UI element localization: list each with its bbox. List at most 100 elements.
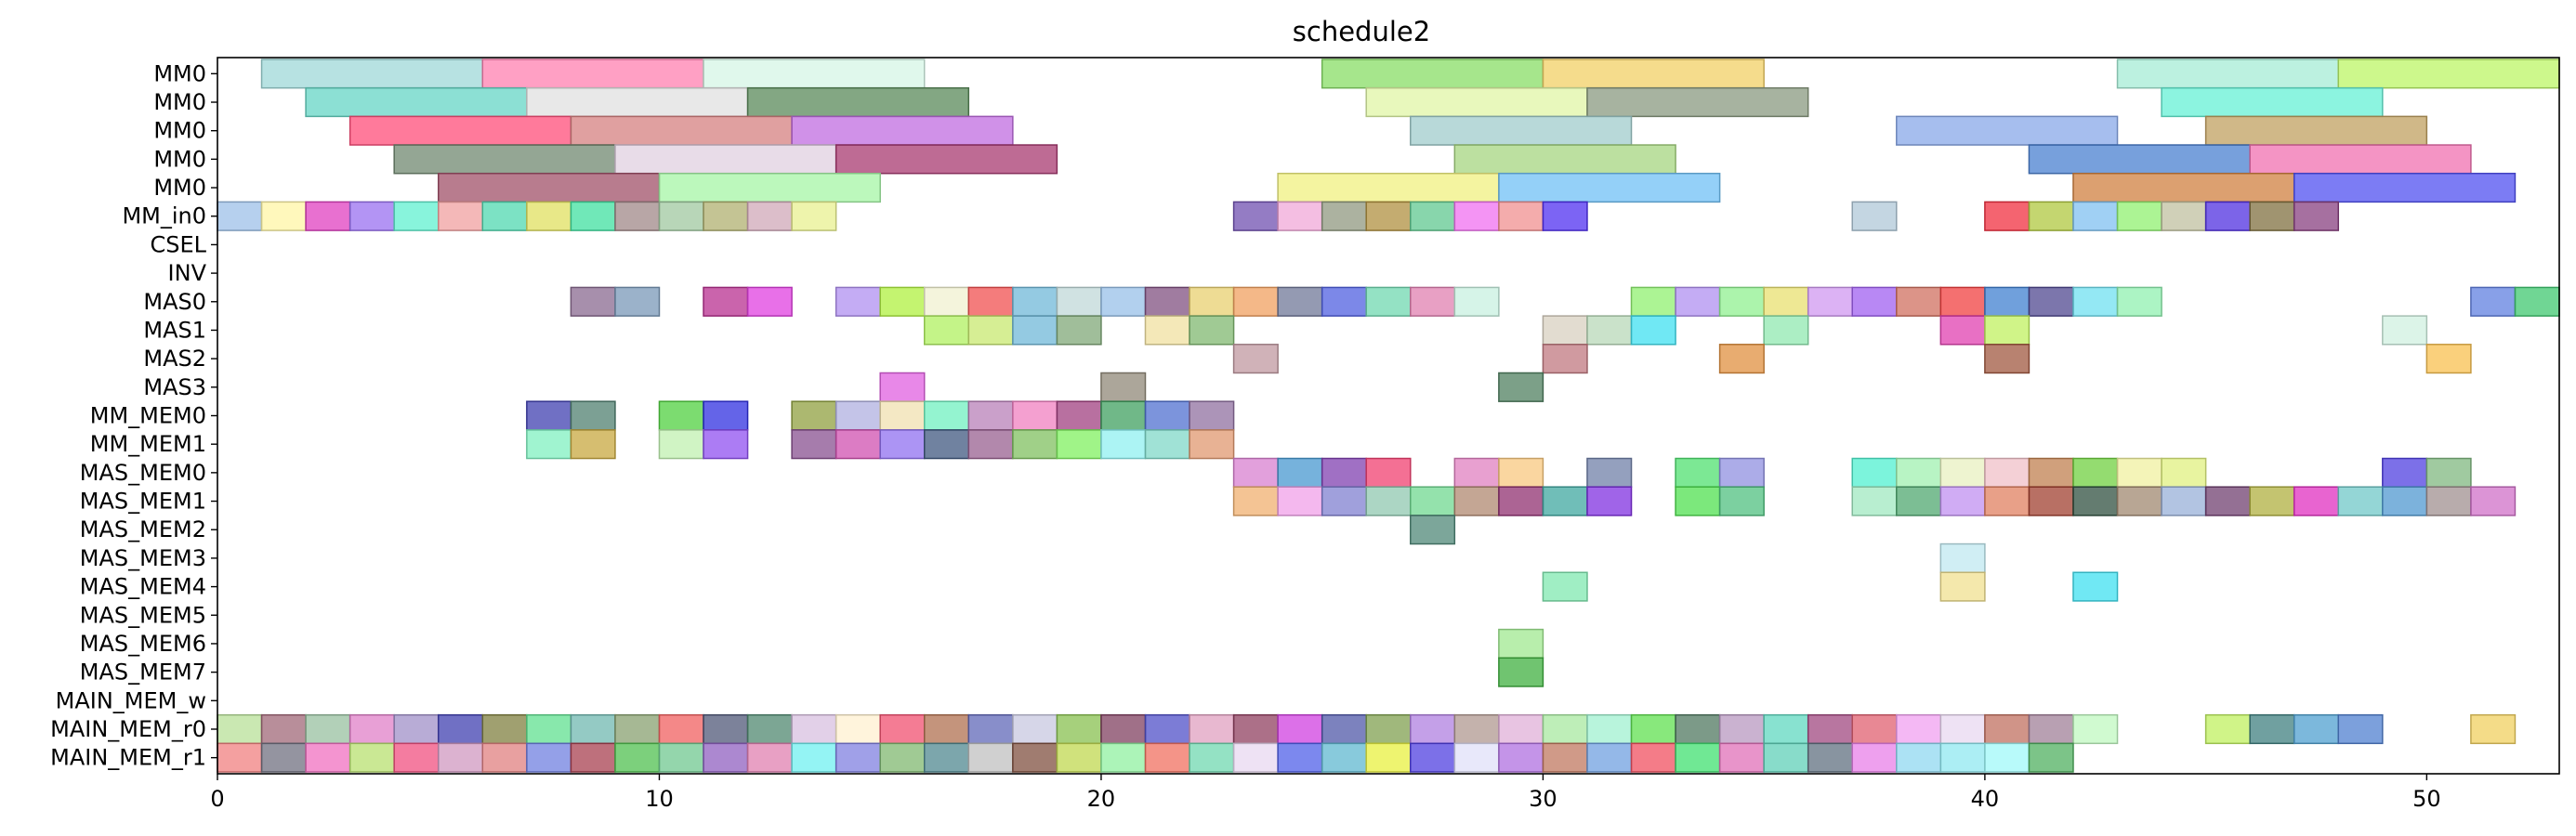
bar-row-8-68 <box>924 286 970 317</box>
bar-row-23-212 <box>924 713 970 745</box>
bar-row-8-72 <box>1100 286 1147 317</box>
bar-row-2-13 <box>348 115 572 146</box>
bar-row-15-182 <box>2204 486 2251 516</box>
bar-row-5-57 <box>2116 201 2162 231</box>
bar-row-5-56 <box>2072 201 2119 231</box>
bar-row-23-222 <box>1365 713 1412 745</box>
bar-row-5-60 <box>2249 201 2295 231</box>
bar-row-14-152 <box>1718 457 1765 488</box>
bar-row-5-47 <box>1321 201 1367 231</box>
bar-row-5-39 <box>570 201 616 231</box>
bar-row-5-43 <box>746 201 793 231</box>
bar-row-23-220 <box>1277 713 1323 745</box>
bar-row-23-203 <box>526 713 572 745</box>
bar-row-23-224 <box>1453 713 1500 745</box>
bar-row-3-22 <box>1453 144 1676 175</box>
bar-row-24-245 <box>260 742 307 773</box>
bar-row-23-230 <box>1718 713 1765 745</box>
bar-row-24-254 <box>658 742 704 773</box>
bar-row-23-234 <box>1896 713 1942 745</box>
bar-row-24-284 <box>1984 742 2031 773</box>
bar-row-23-240 <box>2249 713 2295 745</box>
bar-row-0-5 <box>2116 59 2340 89</box>
bar-row-1-8 <box>526 86 749 118</box>
y-tick-label: MAS_MEM6 <box>80 631 206 657</box>
bar-row-23-215 <box>1056 713 1102 745</box>
bar-row-9-104 <box>1763 315 1809 346</box>
bar-row-15-171 <box>1586 486 1633 516</box>
bar-row-15-167 <box>1410 486 1456 516</box>
x-axis: 0 10 20 30 40 50 <box>210 774 2441 812</box>
bar-row-3-24 <box>2249 144 2472 175</box>
bar-row-12-127 <box>1100 400 1147 431</box>
bar-row-9-99 <box>1144 315 1190 346</box>
bar-row-23-214 <box>1012 713 1058 745</box>
bar-row-10-111 <box>1984 344 2031 374</box>
bar-row-23-242 <box>2337 713 2384 745</box>
bar-row-23-241 <box>2293 713 2340 745</box>
bar-row-13-140 <box>1056 429 1102 460</box>
bar-row-24-263 <box>1056 742 1102 773</box>
bar-row-5-59 <box>2204 201 2251 231</box>
bar-row-5-37 <box>481 201 528 231</box>
bar-row-4-29 <box>2072 172 2295 203</box>
bar-row-13-134 <box>791 429 837 460</box>
bar-row-24-268 <box>1277 742 1323 773</box>
bar-row-15-179 <box>2072 486 2119 516</box>
bar-row-24-249 <box>437 742 484 773</box>
bar-row-14-162 <box>2425 457 2472 488</box>
y-tick-label: MAS_MEM5 <box>80 602 206 628</box>
bar-row-8-71 <box>1056 286 1102 317</box>
bar-row-23-239 <box>2204 713 2251 745</box>
bar-row-0-1 <box>481 59 704 89</box>
bar-row-5-44 <box>791 201 837 231</box>
bar-row-5-50 <box>1453 201 1500 231</box>
y-tick-label: MAIN_MEM_w <box>56 687 206 713</box>
bar-row-14-147 <box>1365 457 1412 488</box>
bar-row-5-55 <box>2028 201 2074 231</box>
bar-row-24-247 <box>348 742 395 773</box>
bar-row-13-138 <box>967 429 1014 460</box>
bar-row-5-42 <box>703 201 749 231</box>
bar-row-14-159 <box>2116 457 2162 488</box>
bar-row-8-87 <box>1896 286 1942 317</box>
bar-row-9-106 <box>1984 315 2031 346</box>
bar-row-5-48 <box>1365 201 1412 231</box>
bar-row-15-176 <box>1939 486 1986 516</box>
y-tick-label: CSEL <box>150 231 206 257</box>
bar-row-24-275 <box>1586 742 1633 773</box>
y-tick-label: MAS0 <box>143 289 206 315</box>
bar-row-1-11 <box>1586 86 1809 118</box>
y-tick-label: MAS1 <box>143 317 206 343</box>
bar-row-9-103 <box>1630 315 1676 346</box>
bar-row-15-170 <box>1542 486 1588 516</box>
bar-row-9-95 <box>924 315 970 346</box>
x-tick-label: 50 <box>2412 786 2441 812</box>
bar-row-23-216 <box>1100 713 1147 745</box>
y-tick-label: MAS_MEM1 <box>80 489 206 515</box>
bar-row-12-117 <box>570 400 616 431</box>
bar-row-13-131 <box>570 429 616 460</box>
bar-row-24-265 <box>1144 742 1190 773</box>
bar-row-5-53 <box>1851 201 1898 231</box>
bar-row-15-185 <box>2337 486 2384 516</box>
y-tick-label: MM_MEM0 <box>90 403 206 429</box>
y-tick-label: MAS_MEM3 <box>80 545 206 571</box>
bar-row-23-211 <box>879 713 926 745</box>
bar-row-24-271 <box>1410 742 1456 773</box>
bar-row-8-77 <box>1321 286 1367 317</box>
bar-row-8-80 <box>1453 286 1500 317</box>
bar-row-5-35 <box>393 201 440 231</box>
bar-row-24-244 <box>217 742 263 773</box>
bar-row-0-0 <box>260 59 484 89</box>
bar-row-12-129 <box>1189 400 1235 431</box>
bar-row-12-121 <box>835 400 881 431</box>
bar-row-5-58 <box>2161 201 2207 231</box>
bar-row-18-193 <box>1542 571 1588 602</box>
bar-row-15-181 <box>2161 486 2207 516</box>
bar-row-11-115 <box>1498 372 1544 402</box>
bar-row-15-172 <box>1675 486 1721 516</box>
bar-row-23-228 <box>1630 713 1676 745</box>
y-tick-label: MM0 <box>153 89 206 115</box>
